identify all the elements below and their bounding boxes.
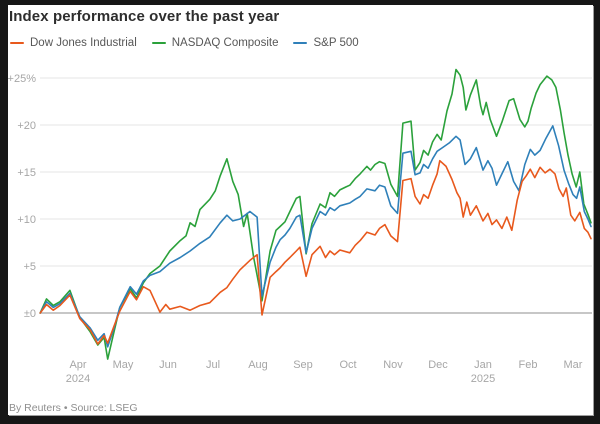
chart-card <box>8 5 593 415</box>
legend-label-dow-jones: Dow Jones Industrial <box>30 37 137 49</box>
sp500-line-swatch-icon <box>293 41 308 45</box>
dow-jones-line-swatch-icon <box>10 41 24 45</box>
source-attribution: By Reuters • Source: LSEG <box>9 402 138 414</box>
legend-item-nasdaq: NASDAQ Composite <box>151 37 279 49</box>
legend-item-dow-jones: Dow Jones Industrial <box>10 37 137 49</box>
legend-label-sp500: S&P 500 <box>313 37 359 49</box>
chart-title: Index performance over the past year <box>9 8 280 25</box>
legend-item-sp500: S&P 500 <box>293 37 359 49</box>
legend-label-nasdaq: NASDAQ Composite <box>171 37 279 49</box>
legend: Dow Jones Industrial NASDAQ Composite S&… <box>10 37 359 49</box>
nasdaq-line-swatch-icon <box>151 41 166 45</box>
